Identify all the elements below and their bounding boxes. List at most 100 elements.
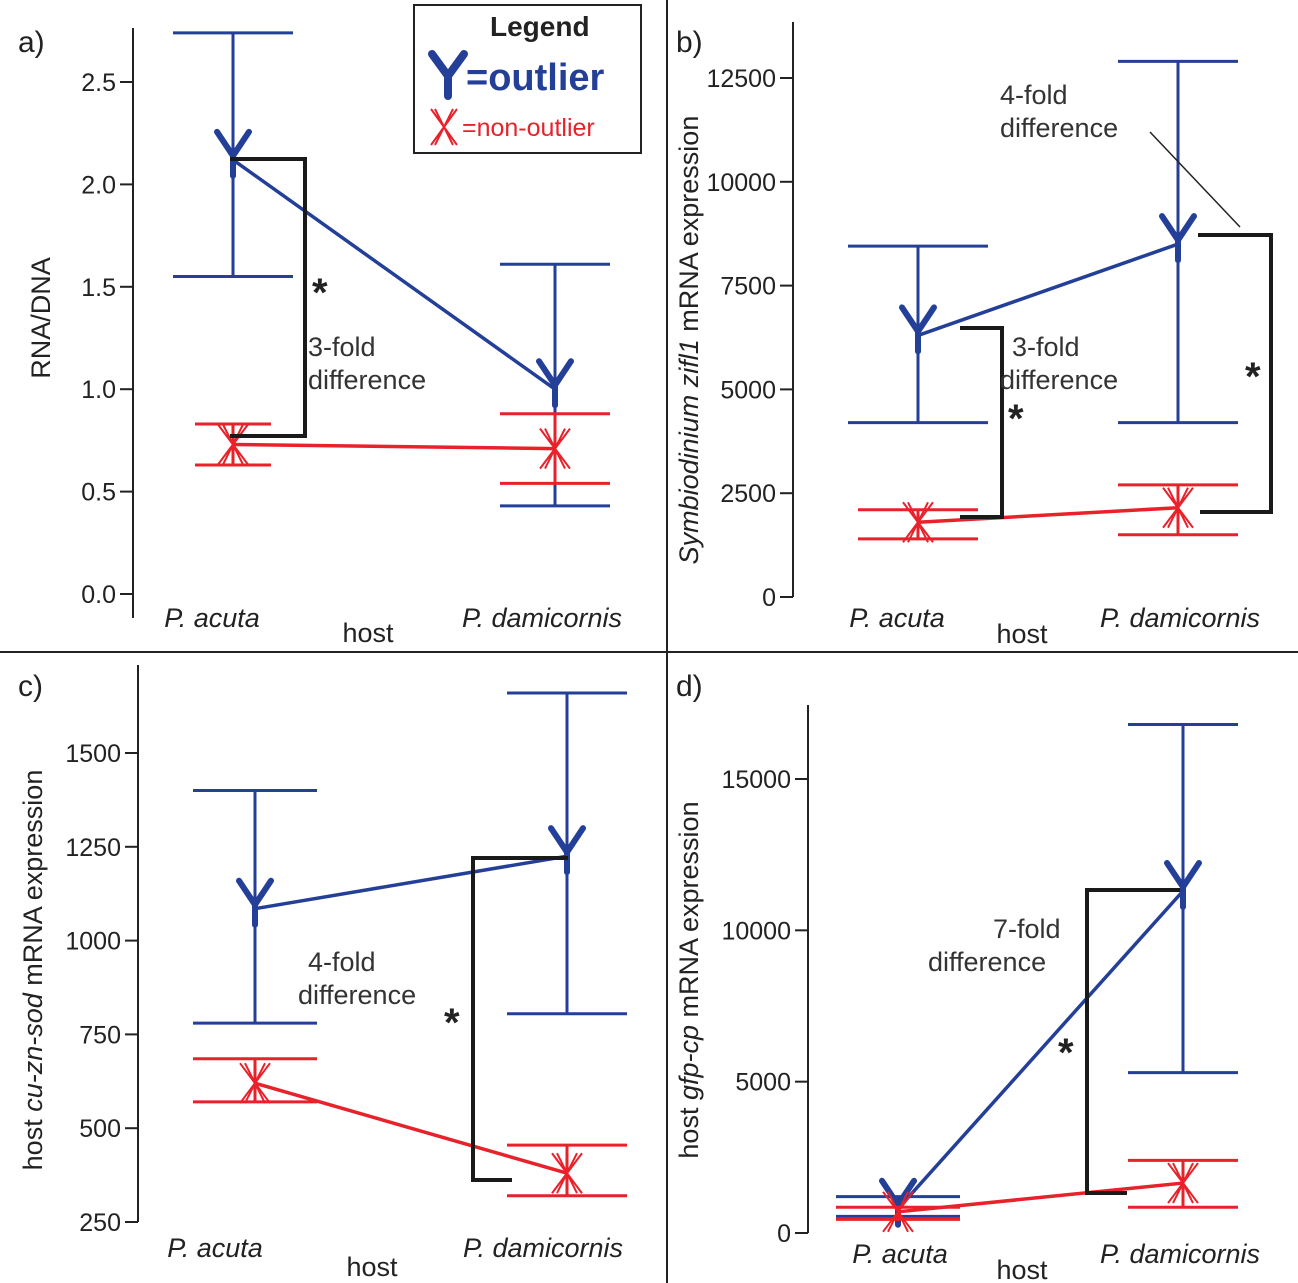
panel-d-non-outlier-series-line [897,1181,1184,1214]
panel-c-ylabel-italic: cu-zn-sod [18,992,48,1112]
legend-title: Legend [490,11,590,42]
panel-b-y-tick-label: 10000 [706,169,776,197]
panel-c-xlabel: host [346,1252,398,1282]
panel-c-y-tick-label: 500 [79,1115,121,1143]
panel-b-ylabel: Symbiodinium zifl1 mRNA expression [674,116,704,565]
panel-a-y-tick-label: 2.0 [81,171,116,199]
panel-a-letter: a) [18,26,45,59]
panel-b-y-tick-label: 7500 [720,273,776,301]
panel-b-ylabel-suffix: mRNA expression [674,116,704,340]
panel-a-ylabel: RNA/DNA [26,257,56,379]
panel-c-fold-bracket [471,856,568,1182]
panel-d-fold-label: 7-fold [993,914,1061,944]
legend-non-outlier-label: =non-outlier [462,114,595,142]
panel-d: d) host gfp-cp mRNA expression host 0 500… [674,670,1260,1283]
panel-c-letter: c) [18,670,43,703]
legend: Legend =outlier =non-outlier [413,4,642,154]
panel-b-non-outlier-marker-1 [1162,487,1194,529]
legend-outlier-label: =outlier [466,57,605,99]
panel-d-category-label: P. acuta [852,1239,948,1269]
panel-d-fold-bracket [1085,888,1180,1195]
panel-c-y-tick-label: 1500 [65,740,121,768]
panel-d-significance-star: * [1058,1031,1074,1075]
panel-c-non-outlier-series-line [254,1081,568,1175]
panel-a: a) RNA/DNA host 0.0 0.5 1.0 1.5 2.0 2.5 P. acu… [18,26,622,648]
panel-d-y-tick-label: 15000 [721,766,791,794]
panel-b-axes: 0 2500 5000 7500 10000 12500 P. acuta P. damico… [706,22,1260,633]
panel-a-non-outlier-marker-0 [217,423,249,466]
panel-a-y-tick-label: 0.0 [81,581,116,609]
panel-a-difference-label: difference [308,365,426,395]
panel-a-marks [173,31,610,508]
panel-b-outlier-marker-0 [899,304,937,355]
panel-a-non-outlier-series-line [232,442,556,451]
panel-c-axes: 250 500 750 1000 1250 1500 P. acuta P. damicorn… [65,665,623,1263]
panel-b-y-tick-label: 12500 [706,65,776,93]
panel-a-y-tick-label: 1.0 [81,376,116,404]
panel-c-fold-label: 4-fold [308,947,376,977]
panel-b-xlabel: host [996,619,1048,649]
panel-a-fold-label: 3-fold [308,332,376,362]
panel-c-significance-star: * [444,1001,460,1045]
panel-b-fold-label-2: 4-fold [1000,80,1068,110]
legend-non-outlier-icon [430,108,458,146]
panel-b-outlier-marker-1 [1159,213,1197,264]
panel-c-non-outlier-marker-1 [551,1152,583,1194]
panel-d-category-label: P. damicornis [1100,1239,1260,1269]
panel-d-ylabel-prefix: host [674,1100,704,1159]
panel-c-ylabel-suffix: mRNA expression [18,770,48,994]
panel-a-outlier-series-line [231,158,557,391]
panel-a-y-tick-label: 2.5 [81,69,116,97]
panel-c-y-tick-label: 1000 [65,928,121,956]
panel-b-difference-label-1: difference [1000,365,1118,395]
panel-d-difference-label: difference [928,947,1046,977]
panel-d-y-tick-label: 10000 [721,917,791,945]
panel-d-outlier-series-line [896,889,1185,1210]
panel-c-outlier-marker-0 [236,877,274,928]
panel-a-category-label: P. damicornis [462,603,622,633]
panel-a-category-label: P. acuta [164,603,260,633]
panel-a-y-tick-label: 1.5 [81,274,116,302]
panel-b-letter: b) [676,26,703,59]
panel-b-ylabel-italic: Symbiodinium zifl1 [674,339,704,564]
panel-b-leader-line [1149,131,1241,228]
panel-c-outlier-series-line [254,854,568,911]
panel-d-y-tick-label: 0 [777,1220,791,1248]
panel-b-fold-bracket-2 [1198,233,1273,514]
panel-c-ylabel: host cu-zn-sod mRNA expression [18,770,48,1171]
panel-d-non-outlier-marker-0 [882,1191,914,1233]
legend-outlier-icon [428,50,468,100]
panel-b-marks [848,59,1238,543]
panel-c-ylabel-prefix: host [18,1112,48,1171]
panel-d-letter: d) [676,670,703,703]
panel-c-marks [193,691,627,1198]
panel-c-difference-label: difference [298,980,416,1010]
panel-b-significance-star-2: * [1245,355,1261,399]
panel-a-outlier-marker-1 [536,358,574,409]
panel-b: b) Symbiodinium zifl1 mRNA expression ho… [674,22,1273,649]
panel-c-y-tick-label: 1250 [65,834,121,862]
panel-d-outlier-marker-1 [1164,859,1202,910]
panel-b-y-tick-label: 5000 [720,376,776,404]
panel-c-y-tick-label: 750 [79,1021,121,1049]
panel-b-y-tick-label: 2500 [720,480,776,508]
panel-d-xlabel: host [996,1255,1048,1283]
panel-a-y-tick-label: 0.5 [81,479,116,507]
panel-a-fold-bracket [230,157,307,438]
panel-b-difference-label-2: difference [1000,113,1118,143]
panel-b-non-outlier-series-line [917,505,1179,525]
panel-d-ylabel: host gfp-cp mRNA expression [674,801,704,1158]
panel-d-non-outlier-marker-1 [1167,1162,1199,1204]
panel-a-significance-star: * [312,271,328,315]
panel-b-fold-bracket-1 [960,326,1004,519]
panel-d-ylabel-italic: gfp-cp [674,1025,704,1100]
panel-b-category-label: P. damicornis [1100,603,1260,633]
panel-b-significance-star-1: * [1008,397,1024,441]
panel-a-xlabel: host [342,618,394,648]
panel-c-outlier-marker-1 [548,825,586,876]
panel-d-ylabel-suffix: mRNA expression [674,801,704,1025]
panel-c-category-label: P. damicornis [463,1233,623,1263]
panel-d-y-tick-label: 5000 [735,1069,791,1097]
panel-a-non-outlier-marker-1 [539,427,571,470]
